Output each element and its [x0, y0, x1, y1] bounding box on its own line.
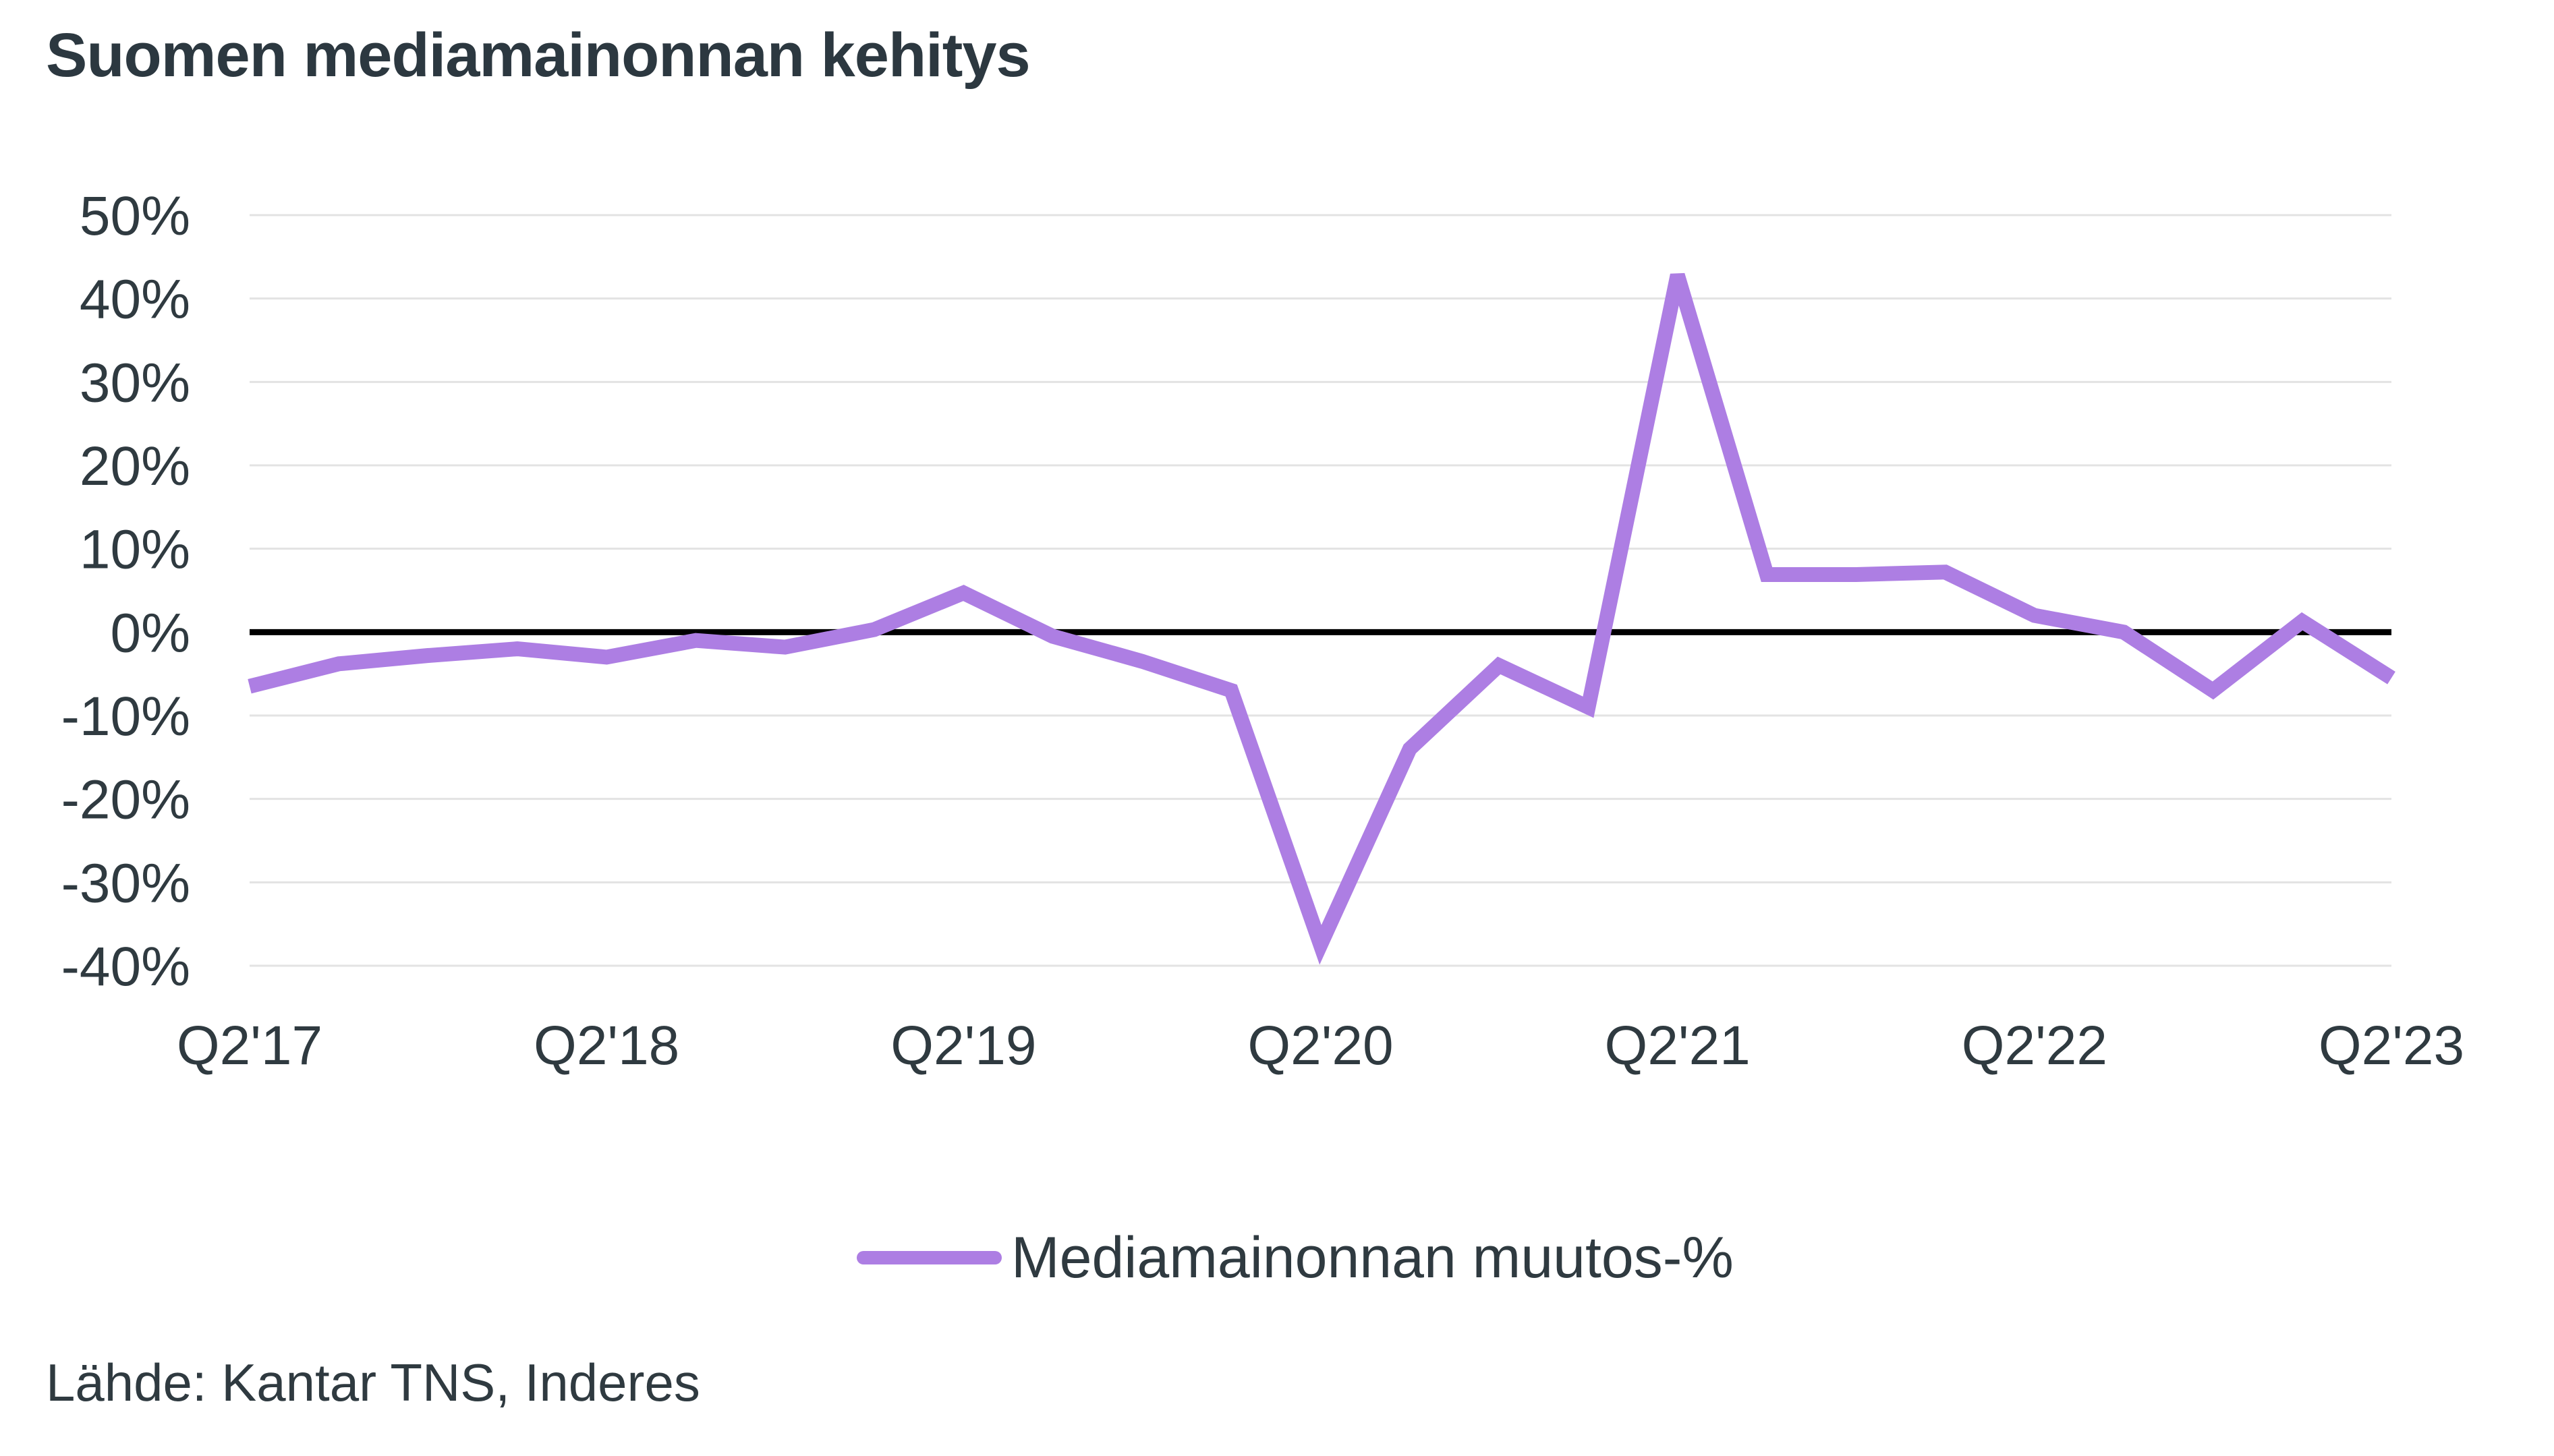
x-tick-label: Q2'20 [1247, 1015, 1393, 1076]
x-axis: Q2'17 Q2'18 Q2'19 Q2'20 Q2'21 Q2'22 Q2'23 [177, 1015, 2464, 1076]
line-chart: 50%40%30%20%10%0%-10%-20%-30%-40% Q2'17 Q… [61, 185, 2465, 1076]
y-tick-label: -10% [61, 686, 190, 747]
chart-title: Suomen mediamainonnan kehitys [46, 21, 1031, 90]
series-line [248, 272, 2395, 965]
gridlines [250, 214, 2391, 967]
y-tick-label: 40% [80, 269, 190, 330]
y-tick-label: -40% [61, 936, 190, 997]
series-layer [248, 272, 2395, 965]
y-axis: 50% 40% 30% 20% 10% 0% -10% -20% -30% -40% [61, 185, 190, 997]
x-tick-label: Q2'19 [890, 1015, 1036, 1076]
legend-label: Mediamainonnan muutos-% [1011, 1225, 1734, 1290]
x-tick-label: Q2'23 [2319, 1015, 2464, 1076]
y-tick-label: -20% [61, 769, 190, 831]
legend-swatch [857, 1251, 1002, 1264]
source-note: Lähde: Kantar TNS, Inderes [46, 1353, 700, 1412]
x-tick-label: Q2'22 [1962, 1015, 2107, 1076]
y-tick-label: 0% [110, 602, 190, 664]
y-tick-label: -30% [61, 852, 190, 914]
legend: Mediamainonnan muutos-% [857, 1221, 1734, 1295]
y-tick-label: 10% [80, 519, 190, 581]
y-tick-label: 30% [80, 352, 190, 413]
y-tick-label: 20% [80, 436, 190, 497]
y-tick-label: 50% [80, 185, 190, 247]
x-tick-label: Q2'17 [177, 1015, 322, 1076]
x-tick-label: Q2'21 [1605, 1015, 1751, 1076]
x-tick-label: Q2'18 [534, 1015, 679, 1076]
